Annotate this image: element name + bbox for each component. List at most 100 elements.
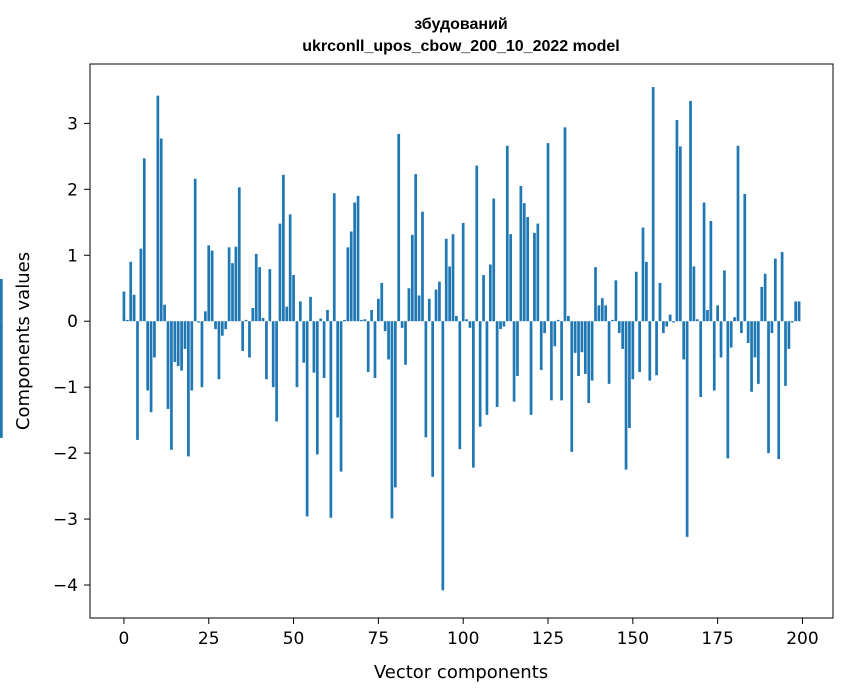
bar: [492, 198, 496, 322]
bar: [224, 321, 228, 330]
bar: [509, 234, 513, 322]
bar: [136, 321, 139, 440]
bar: [723, 270, 726, 322]
bar: [757, 321, 760, 384]
bar: [417, 295, 421, 322]
bar: [302, 321, 306, 363]
bar: [159, 138, 163, 322]
bar: [421, 211, 424, 322]
bar: [604, 305, 608, 322]
bar: [740, 321, 743, 334]
bar: [448, 266, 451, 322]
bar: [285, 306, 289, 322]
y-axis-ticks: −4 −3 −2 −1 0 1 2 3: [53, 114, 90, 596]
bar: [750, 321, 753, 392]
y-tick-label: −4: [53, 576, 78, 596]
bar: [197, 321, 200, 323]
bar: [682, 321, 686, 360]
bar: [455, 315, 458, 322]
bar: [444, 238, 448, 322]
bar: [543, 321, 546, 334]
bar: [298, 301, 302, 322]
bar: [624, 321, 628, 470]
bar: [207, 245, 211, 322]
bar: [787, 321, 791, 349]
bar: [336, 321, 340, 418]
bar: [665, 321, 669, 327]
bar: [156, 95, 160, 322]
bar: [329, 321, 333, 518]
bar: [651, 87, 655, 322]
bar: [794, 301, 798, 322]
bar: [587, 321, 591, 403]
bar: [292, 275, 295, 322]
bar: [712, 321, 716, 391]
bar: [295, 321, 299, 388]
bar: [607, 321, 611, 384]
bar: [628, 321, 631, 429]
bar: [594, 267, 597, 322]
bar: [706, 310, 709, 322]
bar: [726, 321, 730, 459]
bar: [777, 321, 781, 460]
bar: [695, 319, 699, 322]
bar: [217, 321, 221, 380]
bar: [533, 232, 536, 322]
bar: [373, 321, 377, 378]
x-tick-label: 50: [283, 629, 305, 649]
bar: [478, 321, 482, 427]
bar: [363, 319, 367, 322]
bar: [600, 298, 604, 322]
bar: [434, 289, 438, 322]
bar: [407, 288, 411, 322]
bar: [203, 311, 207, 322]
bar: [366, 321, 370, 372]
bar: [458, 321, 462, 450]
bar: [597, 305, 601, 322]
bar: [488, 264, 492, 322]
bar: [380, 282, 384, 322]
bar: [139, 248, 143, 322]
bar: [621, 321, 625, 349]
bar: [675, 120, 679, 322]
bar: [258, 267, 261, 322]
x-tick-label: 100: [447, 629, 479, 649]
bar: [461, 222, 465, 322]
bar: [746, 321, 750, 343]
bar: [424, 321, 428, 438]
bar: [237, 187, 241, 322]
bar: [142, 158, 146, 322]
bar: [780, 251, 784, 322]
bar: [773, 258, 777, 322]
bar: [132, 294, 136, 322]
x-tick-label: 125: [532, 629, 564, 649]
y-tick-label: 1: [67, 246, 78, 266]
bar: [536, 223, 540, 322]
bar: [580, 321, 584, 353]
bar: [678, 146, 682, 322]
bar: [499, 321, 502, 330]
bar: [214, 321, 217, 330]
bar: [146, 321, 150, 391]
bar: [122, 291, 126, 322]
bar: [180, 321, 183, 371]
bar: [210, 250, 214, 322]
x-axis-label: Vector components: [374, 662, 548, 683]
bar: [431, 321, 435, 477]
bar: [733, 317, 736, 322]
chart-title-line-1: збудований: [414, 16, 508, 33]
bar: [129, 261, 133, 322]
bar: [590, 321, 594, 381]
bar: [767, 321, 770, 454]
bar: [125, 319, 129, 322]
bar: [648, 321, 652, 381]
bar: [227, 247, 231, 322]
bar: [553, 321, 557, 347]
x-tick-label: 0: [119, 629, 130, 649]
bar: [631, 321, 635, 380]
bar: [784, 321, 787, 386]
bar: [645, 261, 648, 322]
bar: [400, 321, 404, 328]
bar: [743, 193, 747, 322]
bar: [790, 321, 794, 323]
